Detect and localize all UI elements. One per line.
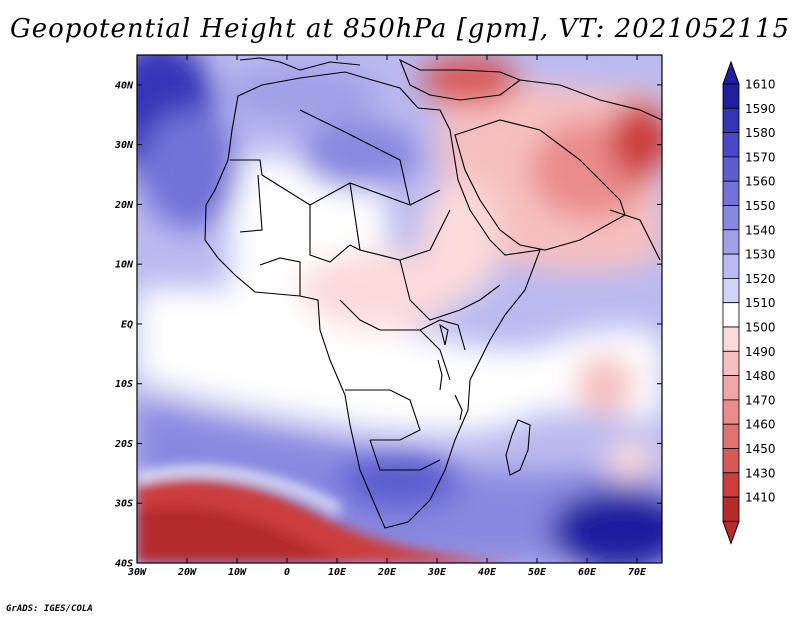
colorbar-swatch [722,448,740,474]
colorbar-label: 1520 [745,272,776,286]
lat-tick-label: EQ [121,319,133,330]
colorbar-label: 1560 [745,175,776,189]
lon-tick-label: 10E [328,567,347,578]
lat-tick-label: 30N [114,140,134,151]
colorbar-label: 1610 [745,78,776,92]
lat-tick-label: 40N [115,80,134,91]
colorbar-label: 1430 [745,466,776,480]
lat-tick-label: 20S [114,439,133,450]
colorbar-label: 1490 [745,345,776,359]
longitude-axis: 30W 20W 10W 0 10E 20E 30E 40E 50E 60E 70E [127,55,647,578]
colorbar-label: 1530 [745,248,776,262]
colorbar-swatch [722,180,740,206]
lon-tick-label: 50E [528,567,547,578]
credit-text: GrADS: IGES/COLA [6,604,93,614]
colorbar-label: 1580 [745,126,776,140]
colorbar-bottom-arrow [722,520,740,545]
lon-tick-label: 20W [177,567,197,578]
colorbar-label: 1550 [745,199,776,213]
colorbar-swatch [722,277,740,304]
colorbar-label: 1510 [745,296,776,310]
colorbar-label: 1590 [745,102,776,116]
colorbar-label: 1480 [745,369,776,383]
colorbar-label: 1540 [745,223,776,237]
colorbar: 1610 1590 1580 1570 1560 1550 1540 1530 1520 1510… [722,60,776,545]
colorbar-label: 1470 [745,393,776,407]
colorbar-label: 1410 [745,491,776,505]
latitude-axis: 40N 30N 20N 10N EQ 10S 20S 30S 40S [114,80,662,570]
lon-tick-label: 30E [427,567,447,578]
colorbar-swatch [722,253,740,279]
lon-tick-label: 40E [478,567,497,578]
coastlines [204,57,662,529]
lon-tick-label: 70E [628,567,647,578]
chart-title: Geopotential Height at 850hPa [gpm], VT:… [9,14,791,44]
lon-tick-label: 60E [578,567,597,578]
colorbar-swatch [722,107,740,134]
colorbar-swatch [722,496,740,522]
colorbar-swatch [722,205,740,231]
colorbar-swatch [722,472,740,498]
lat-tick-label: 40S [115,559,133,570]
geopotential-shading [137,55,662,563]
lon-tick-label: 0 [284,567,290,578]
colorbar-label: 1500 [745,321,776,335]
colorbar-label: 1460 [745,418,776,432]
colorbar-label: 1570 [745,150,776,164]
colorbar-swatch [722,399,740,425]
colorbar-swatch [722,132,740,158]
colorbar-swatch [722,326,740,352]
colorbar-top-arrow [722,60,740,85]
lat-tick-label: 10S [115,379,133,390]
lat-tick-label: 30S [114,499,133,510]
lon-tick-label: 30W [127,567,147,578]
colorbar-label: 1450 [745,442,776,456]
lat-tick-label: 20N [114,200,134,211]
colorbar-swatch [722,350,740,376]
lon-tick-label: 20E [377,567,397,578]
colorbar-swatch [722,229,740,255]
colorbar-swatch [722,375,740,401]
lon-tick-label: 10W [228,567,247,578]
colorbar-swatch [722,156,740,182]
lat-tick-label: 10N [115,260,134,271]
colorbar-swatch [722,302,740,328]
colorbar-swatch [722,83,740,109]
map-frame [136,54,663,564]
colorbar-swatch [722,423,740,449]
